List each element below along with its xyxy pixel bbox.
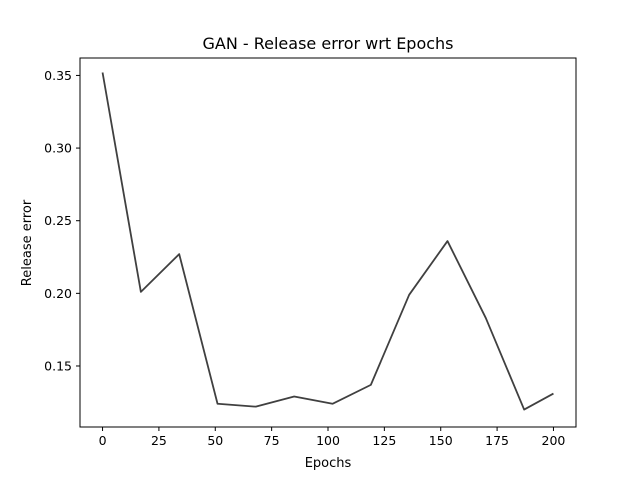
x-tick-label: 50 xyxy=(207,433,223,448)
plot-area: 0 25 50 75 100 125 150 175 200 0.15 0.20 0.25 0.30 0.… xyxy=(44,57,577,448)
x-tick-label: 0 xyxy=(99,433,107,448)
series-line xyxy=(101,72,554,411)
y-tick-label: 0.20 xyxy=(44,286,72,301)
y-axis-label: Release error xyxy=(20,199,35,286)
x-tick-label: 75 xyxy=(264,433,280,448)
y-tick-label: 0.30 xyxy=(44,141,72,156)
x-tick-label: 125 xyxy=(372,433,396,448)
x-axis-label: Epochs xyxy=(305,456,352,471)
x-tick-label: 150 xyxy=(429,433,453,448)
x-tick-label: 25 xyxy=(151,433,167,448)
x-tick-label: 175 xyxy=(485,433,509,448)
x-tick-label: 200 xyxy=(542,433,566,448)
x-tick-label: 100 xyxy=(316,433,340,448)
plot-frame xyxy=(79,57,577,428)
y-tick-label: 0.15 xyxy=(44,358,72,373)
y-tick-label: 0.25 xyxy=(44,213,72,228)
chart-title: GAN - Release error wrt Epochs xyxy=(202,34,453,53)
y-tick-label: 0.35 xyxy=(44,68,72,83)
